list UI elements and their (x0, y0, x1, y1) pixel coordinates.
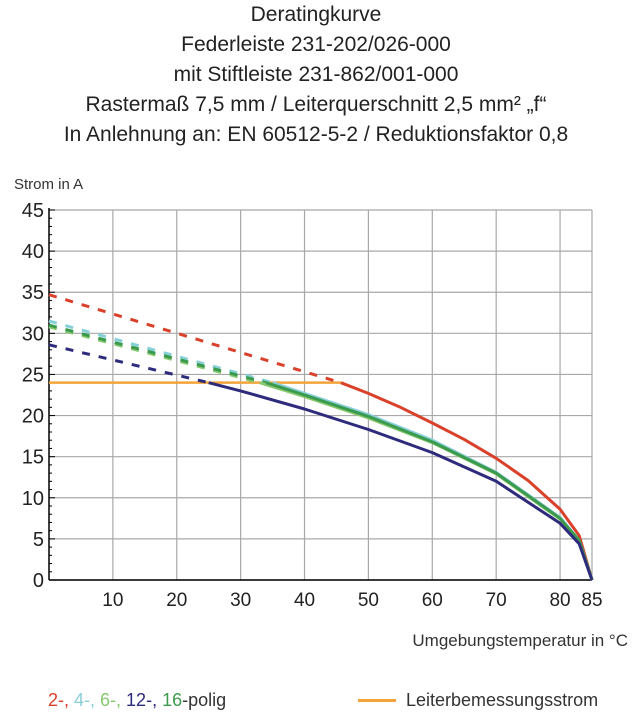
x-tick-label: 85 (581, 590, 602, 611)
title-line: In Anlehnung an: EN 60512-5-2 / Reduktio… (63, 123, 569, 146)
series-16-dashed (48, 323, 267, 385)
reference-legend: Leiterbemessungsstrom (358, 690, 598, 711)
series-16-solid (265, 381, 594, 581)
x-tick-label: 10 (102, 590, 123, 611)
series-2-solid (340, 381, 594, 581)
y-tick-label: 20 (22, 406, 44, 428)
legend-entry: 4-, (74, 690, 101, 710)
y-axis-label: Strom in A (14, 176, 83, 193)
title-line: Deratingkurve (250, 3, 382, 26)
x-axis-label: Umgebungstemperatur in °C (412, 631, 628, 650)
series-6-dashed (48, 325, 261, 385)
y-tick-label: 45 (22, 200, 44, 222)
x-tick-label: 60 (422, 590, 443, 611)
series-12-solid (208, 381, 594, 581)
title-line: Rastermaß 7,5 mm / Leiterquerschnitt 2,5… (85, 93, 547, 116)
legend-entry: 12-, (126, 690, 163, 710)
x-tick-label: 50 (358, 590, 379, 611)
series-6-solid (259, 381, 594, 581)
title-line: Federleiste 231-202/026-000 (181, 33, 451, 56)
x-tick-label: 30 (230, 590, 251, 611)
series-4-dashed (48, 319, 273, 385)
x-tick-label: 80 (549, 590, 570, 611)
y-tick-label: 0 (33, 570, 44, 592)
y-tick-label: 5 (33, 529, 44, 551)
title-line: mit Stiftleiste 231-862/001-000 (173, 63, 459, 86)
legend-entry: 2-, (48, 690, 75, 710)
x-tick-label: 70 (486, 590, 507, 611)
legend-entry: -polig (182, 690, 227, 710)
y-tick-label: 35 (22, 282, 44, 304)
series-2-dashed (48, 293, 342, 385)
y-tick-label: 40 (22, 241, 44, 263)
x-tick-label: 40 (294, 590, 315, 611)
y-tick-label: 30 (22, 323, 44, 345)
legend-entry: 16 (162, 690, 183, 710)
series-12-dashed (48, 343, 210, 385)
series-legend: 2-, 4-, 6-, 12-, 16-polig (48, 690, 226, 711)
reference-legend-label: Leiterbemessungsstrom (406, 690, 599, 710)
y-tick-label: 15 (22, 447, 44, 469)
reference-legend-swatch (358, 699, 396, 702)
legend-entry: 6-, (100, 690, 127, 710)
x-tick-label: 20 (166, 590, 187, 611)
y-tick-label: 10 (22, 488, 44, 510)
y-tick-label: 25 (22, 364, 44, 386)
